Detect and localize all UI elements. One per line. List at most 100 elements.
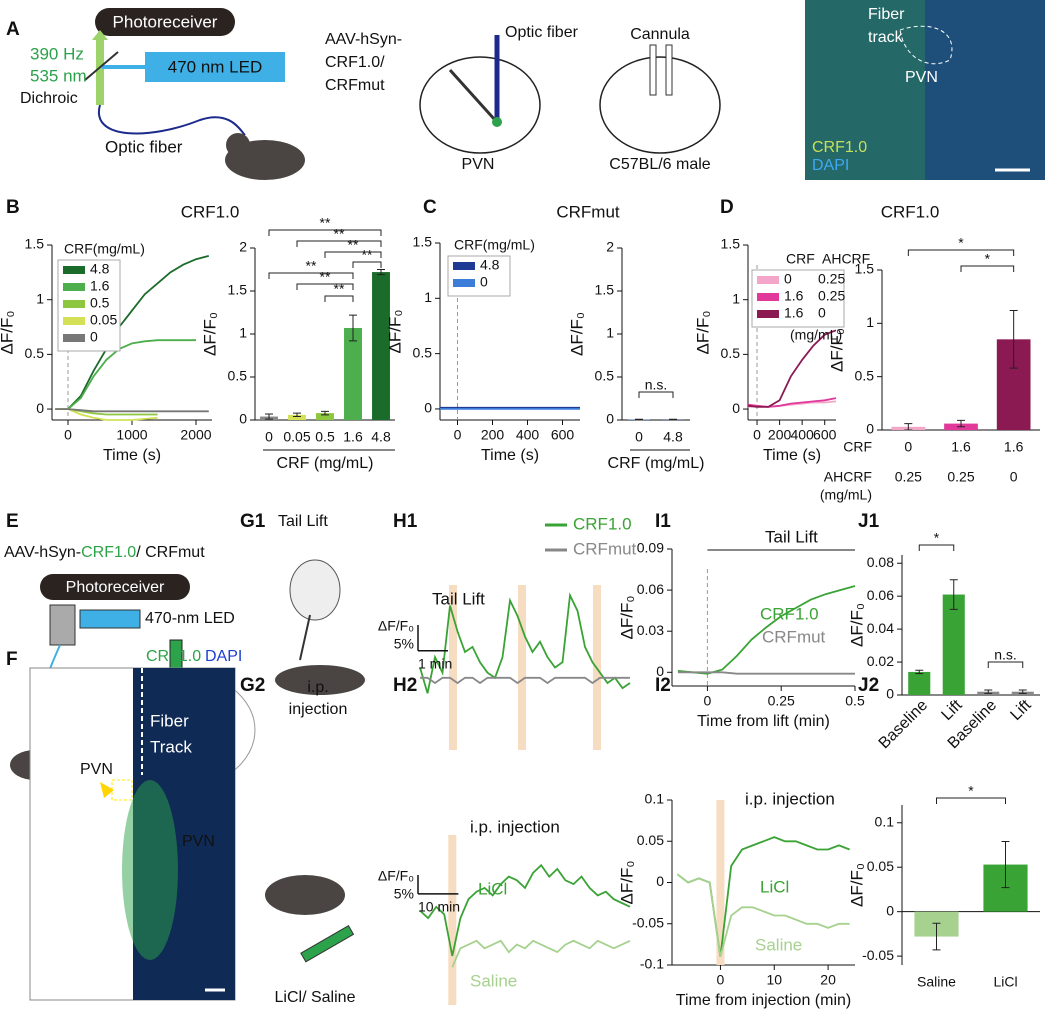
y-tick-label: 0.05: [867, 858, 894, 874]
x-tick-label: 0.25: [947, 469, 974, 485]
legend-header: AHCRF: [822, 251, 870, 267]
y-tick-label: 0.09: [637, 540, 664, 556]
significance-label: **: [334, 281, 345, 297]
legend-swatch: [63, 283, 85, 291]
significance-bracket: [268, 272, 354, 279]
panel-label: J2: [858, 675, 879, 696]
legend-swatch: [63, 266, 85, 274]
legend-label: 1.6: [784, 288, 804, 304]
legend-swatch: [757, 310, 779, 318]
y-tick-label: 0.1: [645, 791, 665, 807]
panel-label: H2: [393, 675, 417, 696]
y-axis-label: ΔF/F₀: [567, 312, 586, 356]
photoreceiver-box: [95, 8, 235, 36]
y-tick-label: 1.5: [721, 236, 741, 252]
injection-needle: [448, 68, 497, 122]
label: 390 Hz: [30, 44, 84, 63]
led-box: [145, 52, 285, 82]
significance-bracket: [907, 249, 1015, 256]
y-axis-label: ΔF/F₀: [617, 861, 636, 905]
significance-label: **: [320, 215, 331, 231]
label: Fiber: [150, 711, 189, 730]
label: C57BL/6 male: [609, 156, 710, 173]
bar: [288, 414, 306, 420]
y-tick-label: 1: [732, 290, 740, 306]
mouse: [265, 875, 345, 915]
cannula: [649, 44, 657, 96]
label: 470-nm LED: [145, 610, 235, 627]
y-tick-label: 0.08: [867, 554, 894, 570]
panel-label: C: [423, 197, 437, 218]
label: AAV-hSyn-: [325, 31, 402, 48]
y-tick-label: 0.5: [413, 344, 433, 360]
x-tick-label: 0.25: [895, 469, 922, 485]
micrograph-green: [805, 0, 925, 180]
x-tick-label: Baseline: [876, 697, 932, 753]
x-tick-label: 0: [454, 427, 462, 443]
x-tick-label: 0.5: [315, 429, 335, 445]
event-shade: [518, 585, 526, 750]
panel-label: J1: [858, 511, 880, 532]
x-tick-label: Saline: [917, 974, 956, 990]
y-axis-label: ΔF/F₀: [827, 328, 846, 372]
y-tick-label: 0.06: [637, 581, 664, 597]
x-tick-label: 400: [516, 427, 540, 443]
row-label: (mg/mL): [820, 487, 872, 503]
x-axis-label: CRF (mg/mL): [608, 455, 705, 472]
label: track: [868, 29, 904, 46]
pvn-outline: [899, 25, 953, 65]
significance-bracket: [296, 283, 354, 290]
legend-swatch: [453, 262, 475, 270]
error-bar: [932, 922, 941, 951]
panel-label: G2: [240, 675, 265, 696]
significance-bracket: [352, 261, 382, 268]
legend-swatch: [453, 279, 475, 287]
significance-label: **: [306, 258, 317, 274]
error-bar: [984, 689, 993, 694]
y-tick-label: 1.5: [595, 282, 615, 298]
y-tick-label: 0: [36, 400, 44, 416]
bar: [942, 594, 965, 695]
legend-label: CRFmut: [762, 627, 826, 646]
x-tick-label: Lift: [938, 696, 966, 724]
significance-label: *: [958, 235, 964, 251]
label: AAV-hSyn-: [4, 544, 81, 561]
x-tick-label: 200: [768, 427, 792, 443]
legend-label: 1.6: [90, 278, 110, 294]
y-axis-label: ΔF/F₀: [693, 311, 712, 355]
x-tick-label: 2000: [180, 427, 211, 443]
legend-label: LiCl: [760, 877, 789, 896]
legend-swatch: [757, 276, 779, 284]
injection-site: [492, 117, 502, 127]
dichroic: [84, 51, 119, 81]
y-tick-label: 0.1: [875, 813, 895, 829]
significance-bracket: [296, 240, 382, 247]
x-tick-label: 400: [790, 427, 814, 443]
pvn-marker: [100, 782, 114, 798]
x-tick-label: 0: [64, 427, 72, 443]
scale-label: 10 min: [418, 899, 460, 915]
legend-label: 4.8: [480, 257, 500, 273]
legend-footer: (mg/mL): [790, 327, 842, 343]
y-tick-label: 0: [606, 411, 614, 427]
y-tick-label: 1: [36, 290, 44, 306]
significance-bracket: [936, 797, 1006, 804]
label: DAPI: [812, 157, 849, 174]
significance-bracket: [918, 544, 955, 551]
line-series: [55, 408, 209, 413]
label: PVN: [905, 69, 938, 86]
x-tick-label: 600: [813, 427, 837, 443]
bar: [908, 671, 931, 695]
x-tick-label: 4.8: [663, 429, 683, 445]
event-shade: [449, 585, 457, 750]
y-tick-label: 0: [886, 686, 894, 702]
panel-label: I1: [655, 511, 671, 532]
legend-swatch: [63, 317, 85, 325]
legend-label: 1.6: [784, 305, 804, 321]
panel-label: E: [6, 511, 19, 532]
error-bar: [635, 418, 643, 421]
y-tick-label: 0: [656, 873, 664, 889]
y-tick-label: 0: [732, 400, 740, 416]
filter-cube: [49, 604, 76, 646]
y-tick-label: 0: [424, 400, 432, 416]
